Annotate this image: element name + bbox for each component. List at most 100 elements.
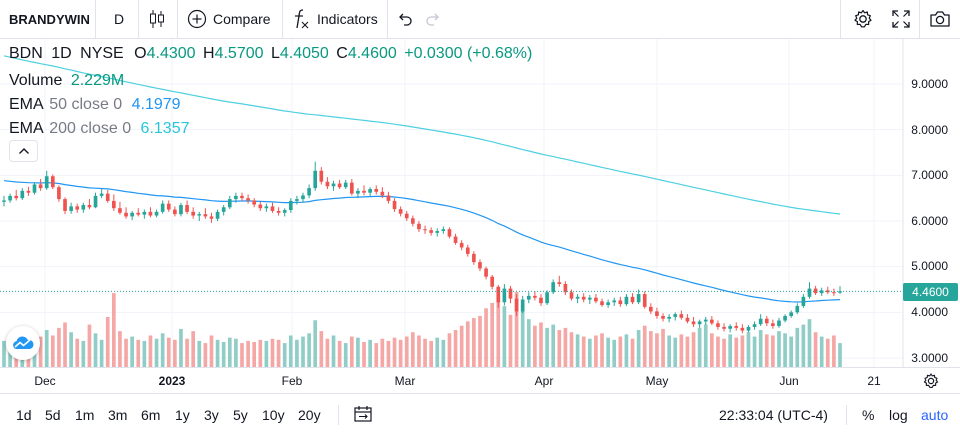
tradingview-logo[interactable] [6, 326, 40, 360]
candle-body [203, 214, 208, 217]
candle-body [343, 182, 348, 188]
candle-body [258, 204, 263, 209]
chart-pane[interactable] [0, 39, 960, 367]
candle-body [264, 206, 269, 209]
volume-bar [740, 335, 745, 367]
close-value: 4.4600 [347, 45, 397, 62]
clock-timezone[interactable]: 22:33:04 (UTC-4) [719, 407, 828, 423]
volume-bar [819, 336, 824, 367]
ema200-line [3, 55, 841, 215]
auto-scale-toggle[interactable]: auto [921, 407, 949, 423]
candle-body [819, 290, 824, 294]
fullscreen-button[interactable] [891, 0, 911, 38]
candle-body [777, 320, 781, 327]
candle-body [349, 182, 354, 194]
candle-body [173, 209, 177, 215]
candle-body [703, 319, 708, 322]
volume-bar [832, 335, 836, 367]
time-label: Apr [534, 374, 554, 388]
candle-body [771, 323, 775, 327]
candle-body [270, 206, 275, 211]
price-chart-canvas[interactable] [0, 39, 960, 367]
candle-body [813, 288, 818, 294]
goto-date-button[interactable] [353, 405, 373, 426]
candle-body [435, 231, 440, 233]
legend-ema200-row[interactable]: EMA 200 close 0 6.1357 [9, 120, 189, 138]
log-scale-toggle[interactable]: log [889, 407, 908, 423]
candle-body [50, 176, 55, 188]
range-5y-button[interactable]: 5y [233, 407, 248, 423]
divider [138, 0, 139, 38]
redo-button[interactable] [424, 0, 442, 38]
candle-body [801, 296, 806, 306]
candle-body [185, 205, 189, 212]
candle-body [514, 298, 519, 312]
volume-bar [600, 333, 604, 367]
range-1y-button[interactable]: 1y [175, 407, 190, 423]
ema200-label: EMA [9, 120, 43, 137]
volume-bar [356, 337, 360, 367]
volume-bar [288, 335, 293, 367]
range-6m-button[interactable]: 6m [141, 407, 161, 423]
candle-body [716, 323, 720, 327]
range-1m-button[interactable]: 1m [75, 407, 95, 423]
volume-bar [777, 331, 781, 367]
volume-bar [307, 333, 311, 367]
legend-symbol-row[interactable]: BDN 1D NYSE O4.4300 H4.5700 L4.4050 C4.4… [9, 45, 532, 63]
legend-volume-row[interactable]: Volume 2.229M [9, 72, 124, 90]
legend-ema50-row[interactable]: EMA 50 close 0 4.1979 [9, 96, 181, 114]
volume-bar [301, 336, 305, 367]
range-20y-button[interactable]: 20y [298, 407, 321, 423]
symbol-search-button[interactable]: BRANDYWIN [9, 0, 90, 38]
candle-body [557, 282, 562, 285]
candle-body [99, 193, 104, 196]
candle-body [142, 211, 147, 215]
candle-body [411, 218, 415, 224]
divider [177, 0, 178, 38]
candle-body [508, 288, 513, 299]
undo-button[interactable] [396, 0, 414, 38]
time-axis[interactable]: Dec 2023 Feb Mar Apr May Jun 21 [0, 367, 960, 393]
ema50-params: 50 close 0 [49, 96, 123, 113]
range-1d-button[interactable]: 1d [16, 407, 32, 423]
volume-bar [655, 333, 659, 367]
candle-body [386, 195, 391, 201]
chart-style-button[interactable] [148, 0, 166, 38]
compare-button[interactable]: Compare [187, 0, 271, 38]
divider [846, 405, 847, 425]
volume-bar [99, 339, 104, 367]
volume-bar [612, 339, 617, 367]
indicators-button[interactable]: Indicators [292, 0, 378, 38]
candle-body [722, 326, 726, 329]
range-3m-button[interactable]: 3m [108, 407, 128, 423]
volume-bar [526, 319, 531, 367]
volume-bar [496, 299, 501, 367]
settings-button[interactable] [852, 0, 874, 38]
volume-bar [313, 320, 318, 367]
legend-collapse-button[interactable] [9, 140, 38, 162]
volume-bar [649, 331, 653, 367]
candle-body [697, 321, 702, 325]
volume-bar [234, 338, 238, 367]
candle-body [398, 209, 403, 214]
volume-bar [75, 338, 80, 367]
snapshot-button[interactable] [929, 0, 951, 38]
volume-bar [545, 327, 549, 367]
volume-bar [667, 335, 671, 367]
change-value: +0.0300 (+0.68%) [404, 45, 533, 62]
volume-bar [758, 330, 763, 367]
ema200-params: 200 close 0 [49, 120, 132, 137]
volume-bar [502, 306, 507, 367]
range-3y-button[interactable]: 3y [204, 407, 219, 423]
candle-body [301, 195, 305, 200]
candle-body [57, 187, 61, 200]
range-5d-button[interactable]: 5d [45, 407, 61, 423]
volume-bar [325, 338, 330, 367]
axis-settings-button[interactable] [922, 372, 940, 395]
candle-body [69, 206, 73, 211]
interval-button[interactable]: D [114, 0, 124, 38]
volume-bar [752, 336, 757, 367]
percent-scale-toggle[interactable]: % [862, 407, 875, 423]
volume-bar [587, 338, 592, 367]
range-10y-button[interactable]: 10y [262, 407, 285, 423]
